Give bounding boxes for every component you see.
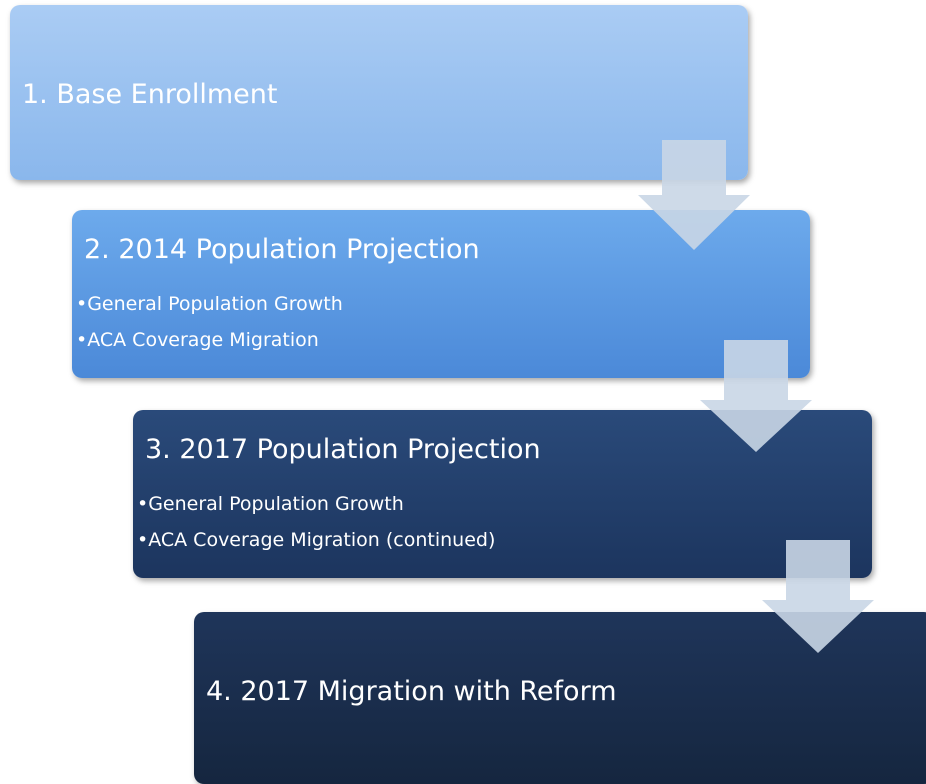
step-bullet: •General Population Growth: [76, 293, 343, 315]
step-title: 1. Base Enrollment: [22, 79, 278, 110]
step-box: 1. Base Enrollment: [10, 5, 748, 180]
step-bullet: •ACA Coverage Migration (continued): [137, 529, 496, 551]
step-title: 3. 2017 Population Projection: [145, 434, 541, 465]
step-box: 2. 2014 Population Projection •General P…: [72, 210, 810, 378]
step-box: 4. 2017 Migration with Reform: [194, 612, 926, 784]
arrow: [638, 140, 750, 250]
step-bullet: •ACA Coverage Migration: [76, 329, 319, 351]
step-title: 2. 2014 Population Projection: [84, 234, 480, 265]
step-bullet: •General Population Growth: [137, 493, 404, 515]
arrow: [700, 340, 812, 452]
arrow: [762, 540, 874, 653]
step-title: 4. 2017 Migration with Reform: [206, 676, 617, 707]
